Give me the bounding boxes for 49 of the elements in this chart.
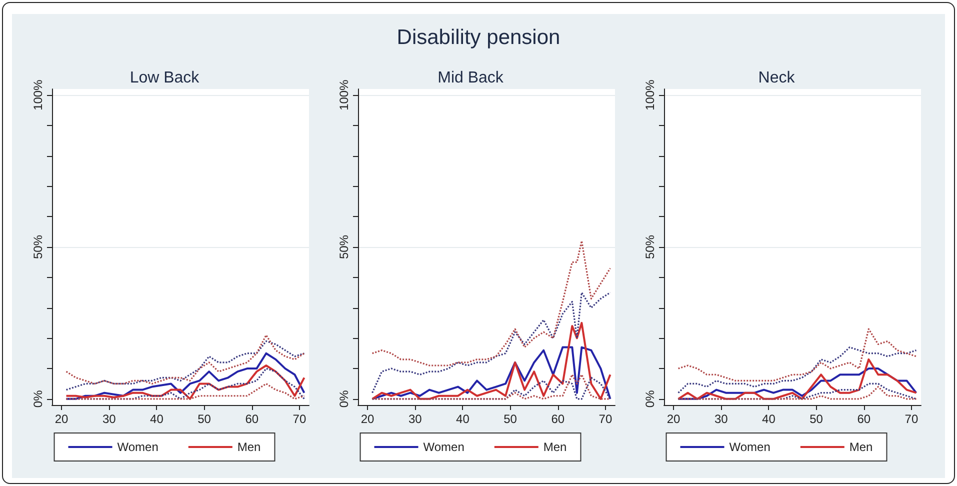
line-series [371, 292, 612, 394]
line-series [677, 346, 918, 394]
x-tick-label: 30 [714, 412, 728, 426]
x-tick-label: 40 [456, 412, 470, 426]
x-tick-label: 30 [408, 412, 422, 426]
line-series [65, 334, 306, 385]
x-tick-label: 50 [504, 412, 518, 426]
line-series [371, 322, 612, 400]
x-tick-label: 60 [245, 412, 259, 426]
y-tick-label: 100% [643, 79, 657, 110]
x-tick-label: 70 [292, 412, 306, 426]
chart-title: Neck [758, 70, 796, 86]
line-series [677, 358, 918, 400]
legend-label: Women [117, 440, 158, 454]
line-series [677, 328, 918, 382]
x-tick-label: 40 [762, 412, 776, 426]
x-tick-label: 30 [102, 412, 116, 426]
y-tick-label: 0% [31, 390, 45, 408]
y-tick-label: 50% [643, 234, 657, 260]
x-tick-label: 40 [150, 412, 164, 426]
y-tick-label: 100% [31, 79, 45, 110]
y-tick-label: 50% [31, 234, 45, 260]
y-tick-label: 0% [643, 390, 657, 408]
line-series [65, 352, 306, 400]
legend-label: Women [729, 440, 770, 454]
line-series [371, 346, 612, 400]
line-series [677, 368, 918, 400]
chart-title: Low Back [130, 70, 200, 86]
y-tick-label: 100% [337, 79, 351, 110]
x-tick-label: 60 [857, 412, 871, 426]
x-tick-label: 50 [198, 412, 212, 426]
x-tick-label: 20 [360, 412, 375, 426]
line-series [65, 382, 306, 400]
x-tick-label: 60 [551, 412, 565, 426]
legend-label: Men [237, 440, 261, 454]
line-series [65, 340, 306, 391]
text: Disability pension [396, 26, 562, 50]
x-tick-label: 70 [904, 412, 918, 426]
y-tick-label: 50% [337, 234, 351, 260]
chart-title: Mid Back [438, 70, 504, 86]
legend-label: Women [423, 440, 464, 454]
y-tick-label: 0% [337, 390, 351, 408]
x-tick-label: 50 [810, 412, 824, 426]
x-tick-label: 20 [54, 412, 69, 426]
x-tick-label: 20 [666, 412, 681, 426]
legend-label: Men [849, 440, 873, 454]
legend-label: Men [543, 440, 567, 454]
line-series [371, 240, 612, 366]
x-tick-label: 70 [598, 412, 612, 426]
